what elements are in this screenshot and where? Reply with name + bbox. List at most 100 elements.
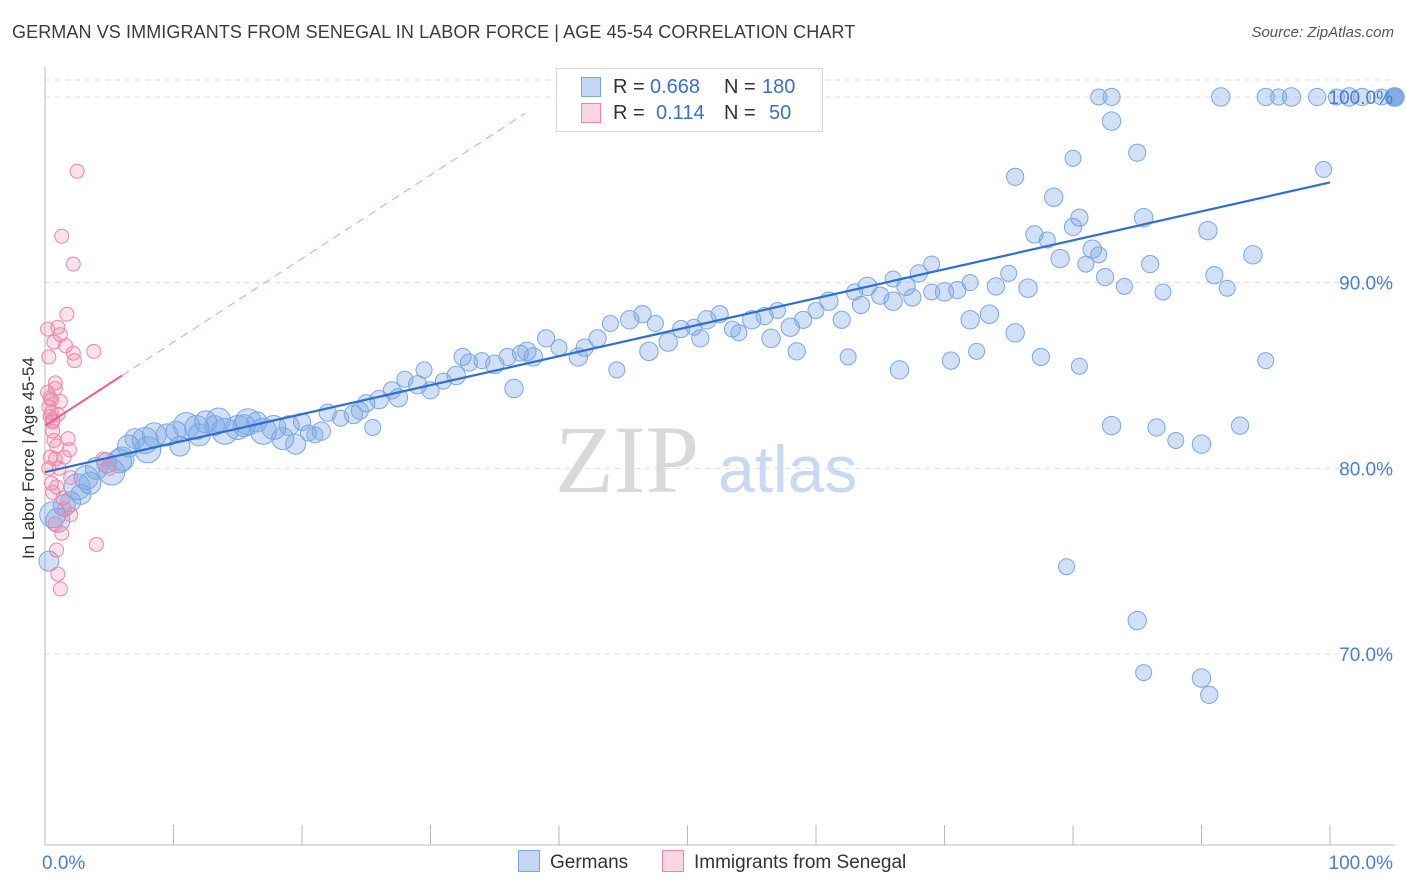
germans-point	[1243, 245, 1263, 265]
legend-n-value: 50	[769, 102, 792, 124]
germans-point	[1315, 160, 1333, 178]
germans-point	[1281, 87, 1302, 107]
senegal-point	[42, 449, 58, 465]
germans-point	[1198, 220, 1218, 241]
senegal-point	[65, 256, 81, 272]
legend-r-value: 0.668	[650, 76, 701, 98]
germans-point	[730, 324, 748, 342]
germans-point	[364, 418, 382, 436]
legend-swatch-blue	[581, 77, 601, 97]
senegal-point	[52, 393, 68, 409]
germans-point	[1128, 143, 1147, 162]
germans-point	[839, 348, 857, 366]
senegal-point	[45, 423, 61, 439]
senegal-point	[52, 581, 68, 597]
germans-point	[1096, 267, 1115, 287]
senegal-point	[47, 375, 63, 391]
germans-point	[517, 341, 537, 362]
senegal-point	[47, 380, 63, 396]
germans-point	[504, 378, 524, 399]
senegal-point	[49, 542, 65, 558]
germans-point	[1385, 87, 1405, 107]
germans-point	[807, 302, 825, 320]
germans-point	[1230, 416, 1250, 435]
germans-point	[1141, 255, 1160, 274]
y-tick-label: 100.0%	[1329, 88, 1394, 109]
germans-point	[968, 342, 986, 360]
germans-point	[1018, 278, 1038, 298]
germans-point	[306, 426, 324, 444]
germans-point	[1031, 347, 1050, 367]
watermark-zip: ZIP	[555, 406, 699, 513]
bottom-legend-label-senegal: Immigrants from Senegal	[694, 852, 907, 873]
germans-point	[601, 315, 619, 333]
germans-point	[1063, 217, 1083, 237]
germans-point	[1044, 187, 1064, 207]
bottom-legend-senegal: Immigrants from Senegal	[662, 850, 906, 874]
legend-r-value: 0.114	[656, 102, 705, 124]
germans-point	[1154, 283, 1172, 301]
germans-point	[1372, 88, 1390, 106]
germans-point	[1005, 323, 1025, 343]
germans-point	[1025, 225, 1044, 244]
germans-point	[271, 427, 295, 451]
germans-point	[453, 347, 472, 367]
germans-point	[1058, 558, 1076, 576]
germans-point	[205, 407, 231, 433]
germans-point	[350, 401, 369, 420]
germans-point	[1211, 87, 1231, 107]
senegal-point	[69, 163, 85, 179]
senegal-trend-extension	[121, 113, 526, 377]
legend-r-label: R =	[613, 76, 645, 98]
germans-point	[1270, 88, 1288, 106]
germans-point	[1102, 87, 1121, 107]
germans-point	[832, 310, 851, 329]
germans-point	[1353, 87, 1372, 107]
germans-point	[608, 361, 626, 379]
germans-point	[1064, 149, 1082, 167]
senegal-point	[50, 319, 66, 335]
trend-lines	[44, 181, 1331, 474]
germans-point	[1070, 357, 1088, 375]
senegal-point	[59, 306, 75, 322]
germans-point	[1090, 246, 1108, 264]
germans-point	[923, 283, 941, 301]
source-label: Source: ZipAtlas.com	[1251, 24, 1394, 41]
senegal-point	[54, 228, 70, 244]
germans-point	[1191, 668, 1212, 688]
germans-point	[498, 347, 517, 367]
germans-point	[961, 274, 979, 292]
germans-point	[761, 328, 781, 349]
legend-r-label: R =	[613, 102, 645, 124]
germans-point	[1090, 88, 1108, 106]
senegal-point	[65, 345, 81, 361]
germans-point	[787, 342, 806, 361]
germans-point	[537, 329, 556, 348]
germans-point	[1101, 415, 1122, 436]
germans-point	[1385, 87, 1405, 107]
germans-point	[70, 483, 92, 505]
germans-point	[1115, 277, 1133, 295]
germans-point	[979, 304, 1000, 324]
watermark-atlas: atlas	[718, 432, 857, 506]
bottom-legend-swatch-pink	[662, 850, 684, 872]
watermark: ZIP atlas	[555, 406, 857, 513]
germans-point	[794, 310, 813, 329]
germans-point	[1050, 248, 1070, 269]
senegal-point	[54, 525, 70, 541]
tick-labels: 70.0% 80.0% 90.0% 100.0% 0.0% 100.0%	[42, 88, 1393, 874]
germans-point	[1000, 264, 1018, 282]
germans-point	[1191, 434, 1212, 454]
germans-point	[1135, 664, 1153, 682]
germans-point	[1101, 111, 1122, 131]
axes	[44, 67, 1395, 846]
germans-point	[1218, 279, 1236, 297]
germans-point	[415, 361, 433, 379]
y-tick-label: 90.0%	[1339, 274, 1393, 295]
germans-point	[851, 295, 871, 315]
senegal-point	[43, 392, 59, 408]
germans-point	[78, 471, 102, 495]
germans-point	[278, 415, 300, 437]
germans-point	[633, 305, 652, 324]
